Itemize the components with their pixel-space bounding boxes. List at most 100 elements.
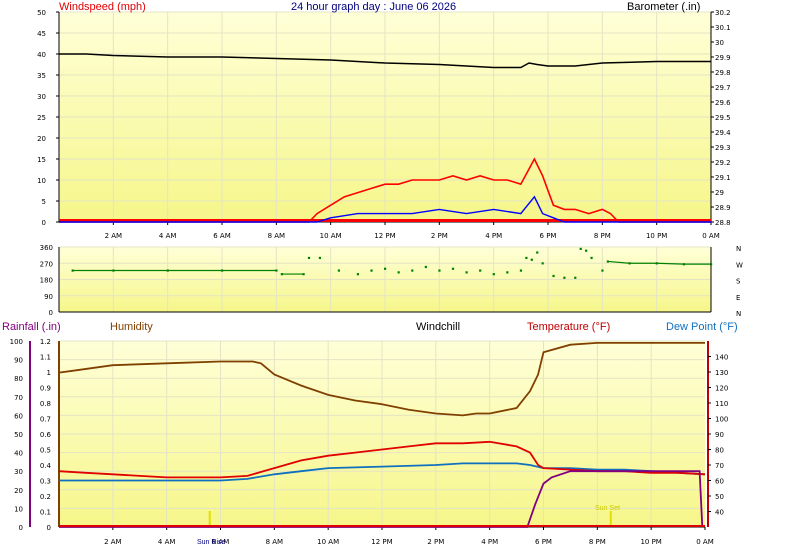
- rainfall-tick-label: 0.6: [40, 431, 52, 439]
- wind-tick-label: 45: [37, 30, 46, 38]
- wind-tick-label: 30: [37, 93, 46, 101]
- wind-tick-label: 10: [37, 177, 46, 185]
- humidity-axis-label: Humidity: [110, 321, 153, 333]
- wind-tick-label: 20: [37, 135, 46, 143]
- direction-point: [574, 276, 577, 279]
- direction-point: [411, 269, 414, 272]
- rainfall-tick-label: 0: [47, 524, 51, 532]
- wind-tick-label: 35: [37, 72, 46, 80]
- dewpoint-axis-label: Dew Point (°F): [666, 321, 738, 333]
- humidity-tick-label: 80: [14, 375, 23, 383]
- barometer-tick-label: 29: [715, 189, 724, 197]
- rainfall-tick-label: 0.2: [40, 493, 51, 501]
- time-tick-label: 2 AM: [104, 538, 122, 546]
- direction-point: [307, 256, 311, 260]
- direction-point: [590, 256, 593, 260]
- barometer-tick-label: 28.9: [715, 204, 731, 212]
- rainfall-axis-label: Rainfall (.in): [2, 321, 61, 333]
- rainfall-tick-label: 0.4: [40, 462, 52, 470]
- barometer-tick-label: 28.8: [715, 219, 731, 227]
- time-tick-label: 4 PM: [485, 232, 502, 240]
- humidity-line: [58, 341, 705, 417]
- humidity-tick-label: 10: [14, 505, 23, 513]
- time-tick-label: 10 PM: [640, 538, 661, 546]
- direction-tick-label: 270: [40, 260, 53, 268]
- compass-label: N: [736, 310, 741, 318]
- time-tick-label: 2 PM: [427, 538, 444, 546]
- temperature-tick-label: 110: [715, 400, 728, 408]
- barometer-tick-label: 30: [715, 39, 724, 47]
- direction-point: [585, 249, 588, 252]
- rainfall-tick-label: 0.1: [40, 509, 51, 517]
- barometer-tick-label: 29.6: [715, 99, 731, 107]
- humidity-tick-label: 50: [14, 431, 23, 439]
- temperature-tick-label: 50: [715, 493, 724, 501]
- time-tick-label: 6 AM: [212, 538, 230, 546]
- direction-point: [451, 267, 455, 270]
- time-tick-label: 6 PM: [535, 538, 552, 546]
- temperature-tick-label: 90: [715, 431, 724, 439]
- time-tick-label: 8 PM: [594, 232, 611, 240]
- rainfall-tick-label: 1.2: [40, 338, 51, 346]
- direction-point: [337, 269, 341, 272]
- barometer-axis-label: Barometer (.in): [627, 1, 701, 13]
- rainfall-line: [59, 470, 704, 528]
- sunrise-label: Sun Rise: [197, 539, 226, 546]
- humidity-tick-label: 90: [14, 357, 23, 365]
- direction-point: [318, 256, 321, 260]
- direction-point: [563, 276, 566, 279]
- direction-point: [506, 271, 509, 274]
- wind-tick-label: 0: [42, 219, 46, 227]
- barometer-tick-label: 29.9: [715, 54, 731, 62]
- barometer-tick-label: 29.7: [715, 84, 731, 92]
- time-tick-label: 6 PM: [540, 232, 557, 240]
- compass-label: S: [736, 278, 741, 286]
- barometer-tick-label: 29.8: [715, 69, 731, 77]
- windchill-legend-label: Windchill: [416, 321, 461, 333]
- direction-point: [579, 247, 582, 251]
- direction-segment: [607, 260, 630, 264]
- windspeed-line: [59, 157, 711, 223]
- time-tick-label: 10 AM: [320, 232, 342, 240]
- direction-point: [601, 269, 604, 272]
- direction-point: [438, 269, 441, 272]
- time-tick-label: 2 AM: [105, 232, 123, 240]
- time-tick-label: 8 AM: [268, 232, 286, 240]
- direction-point: [552, 274, 555, 278]
- gust-line: [59, 195, 711, 223]
- direction-point: [479, 269, 482, 272]
- dewpoint-line: [59, 462, 706, 482]
- wind-tick-label: 15: [37, 156, 46, 164]
- direction-point: [530, 258, 533, 261]
- rainfall-tick-label: 0.9: [40, 385, 51, 393]
- temperature-tick-label: 130: [715, 369, 728, 377]
- sunset-label: Sun Set: [595, 505, 620, 512]
- time-tick-label: 12 PM: [374, 232, 395, 240]
- direction-point: [384, 267, 387, 270]
- barometer-tick-label: 29.2: [715, 159, 731, 167]
- rainfall-tick-label: 0.7: [40, 416, 51, 424]
- compass-label: W: [736, 261, 743, 269]
- temperature-tick-label: 120: [715, 385, 728, 393]
- temperature-tick-label: 70: [715, 462, 724, 470]
- direction-point: [356, 273, 360, 276]
- direction-point: [536, 251, 539, 254]
- time-tick-label: 4 AM: [159, 232, 177, 240]
- rainfall-tick-label: 1: [47, 369, 51, 377]
- direction-point: [710, 263, 713, 266]
- temperature-tick-label: 60: [715, 478, 724, 486]
- humidity-tick-label: 20: [14, 487, 23, 495]
- wind-tick-label: 40: [37, 51, 46, 59]
- humidity-tick-label: 30: [14, 468, 23, 476]
- direction-tick-label: 180: [40, 277, 53, 285]
- time-tick-label: 10 AM: [317, 538, 339, 546]
- time-tick-label: 2 PM: [431, 232, 448, 240]
- humidity-tick-label: 100: [10, 338, 23, 346]
- temperature-axis-label: Temperature (°F): [527, 321, 611, 333]
- temperature-tick-label: 40: [715, 509, 724, 517]
- direction-point: [525, 256, 528, 260]
- windspeed-axis-label: Windspeed (mph): [59, 1, 146, 13]
- temperature-tick-label: 100: [715, 416, 728, 424]
- wind-tick-label: 50: [37, 9, 46, 17]
- time-tick-label: 10 PM: [646, 232, 667, 240]
